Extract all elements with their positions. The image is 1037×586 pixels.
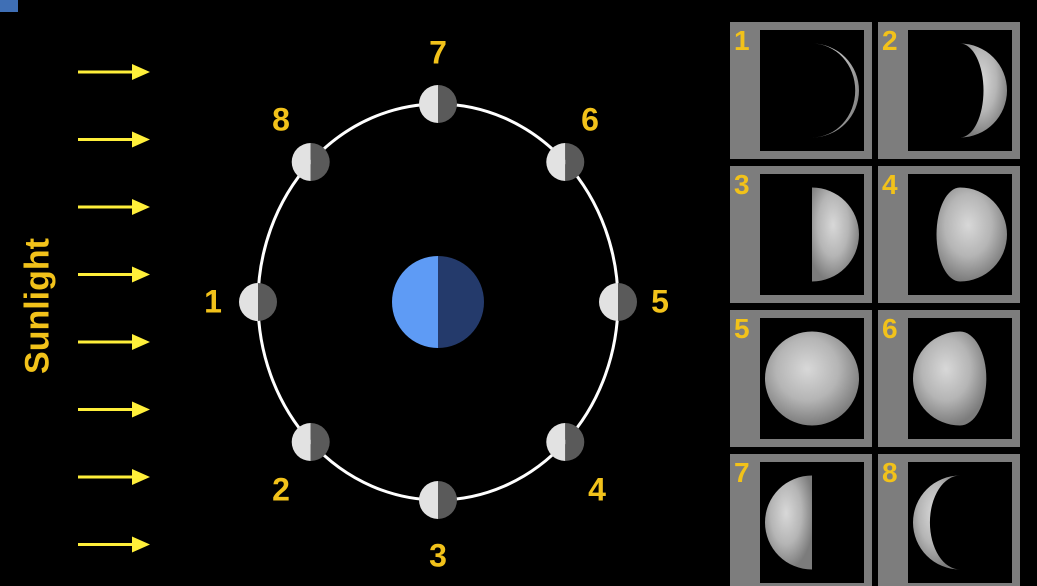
sunlight-arrow bbox=[78, 401, 150, 418]
sunlight-arrow bbox=[78, 131, 150, 148]
orbit-moon-2 bbox=[291, 423, 330, 462]
orbit-moon-6 bbox=[546, 142, 585, 181]
moon-lit-area bbox=[960, 43, 1007, 138]
orbit-moon-8 bbox=[291, 142, 330, 181]
orbit-moons bbox=[239, 85, 637, 519]
phase-panel-label: 7 bbox=[734, 457, 750, 488]
phase-panel-1: 1 bbox=[730, 22, 872, 159]
orbit-moon-4 bbox=[546, 423, 585, 462]
orbit-labels: 1 2 3 4 5 6 7 8 bbox=[204, 34, 669, 573]
sunlight-arrow bbox=[78, 536, 150, 553]
orbit-moon-1 bbox=[239, 283, 277, 321]
phase-panel-4: 4 bbox=[878, 166, 1020, 303]
phase-panel-label: 8 bbox=[882, 457, 898, 488]
phase-panel-6: 6 bbox=[878, 310, 1020, 447]
moon-lit-area bbox=[812, 187, 859, 282]
orbit-moon-5 bbox=[599, 283, 637, 321]
moon-lit-area bbox=[913, 331, 987, 426]
sunlight-arrows bbox=[78, 64, 150, 553]
orbit-label-1: 1 bbox=[204, 283, 222, 319]
phase-panels: 1 2 3 4 5 6 7 8 bbox=[730, 22, 1020, 586]
sunlight-arrow bbox=[78, 334, 150, 350]
orbit-label-3: 3 bbox=[429, 537, 447, 573]
earth-day-side bbox=[392, 256, 438, 348]
orbit-label-4: 4 bbox=[588, 471, 606, 507]
orbit-label-8: 8 bbox=[272, 101, 290, 137]
phase-panel-3: 3 bbox=[730, 166, 872, 303]
moon-lit-area bbox=[765, 331, 859, 426]
sunlight-arrow bbox=[78, 199, 150, 215]
earth bbox=[392, 256, 484, 348]
sunlight-arrow bbox=[78, 64, 150, 80]
phase-panel-label: 6 bbox=[882, 313, 898, 344]
moon-lit-area bbox=[913, 475, 961, 570]
moon-lit-area bbox=[765, 475, 812, 570]
orbit-moon-3 bbox=[419, 481, 457, 519]
sunlight-arrow bbox=[78, 266, 150, 283]
phase-panel-8: 8 bbox=[878, 454, 1020, 586]
phase-panel-label: 1 bbox=[734, 25, 750, 56]
earth-night-side bbox=[438, 256, 484, 348]
phase-panel-label: 3 bbox=[734, 169, 750, 200]
corner-accent bbox=[0, 0, 18, 12]
phase-panel-5: 5 bbox=[730, 310, 872, 447]
phase-panel-2: 2 bbox=[878, 22, 1020, 159]
orbit-label-6: 6 bbox=[581, 101, 599, 137]
phase-panel-7: 7 bbox=[730, 454, 872, 586]
phase-panel-label: 4 bbox=[882, 169, 898, 200]
sunlight-arrow bbox=[78, 469, 150, 485]
orbit-label-7: 7 bbox=[429, 34, 447, 70]
orbit-moon-7 bbox=[419, 85, 457, 123]
orbit-label-2: 2 bbox=[272, 471, 290, 507]
phase-panel-label: 2 bbox=[882, 25, 898, 56]
orbit-label-5: 5 bbox=[651, 283, 669, 319]
moon-lit-area bbox=[936, 187, 1007, 282]
phase-panel-label: 5 bbox=[734, 313, 750, 344]
